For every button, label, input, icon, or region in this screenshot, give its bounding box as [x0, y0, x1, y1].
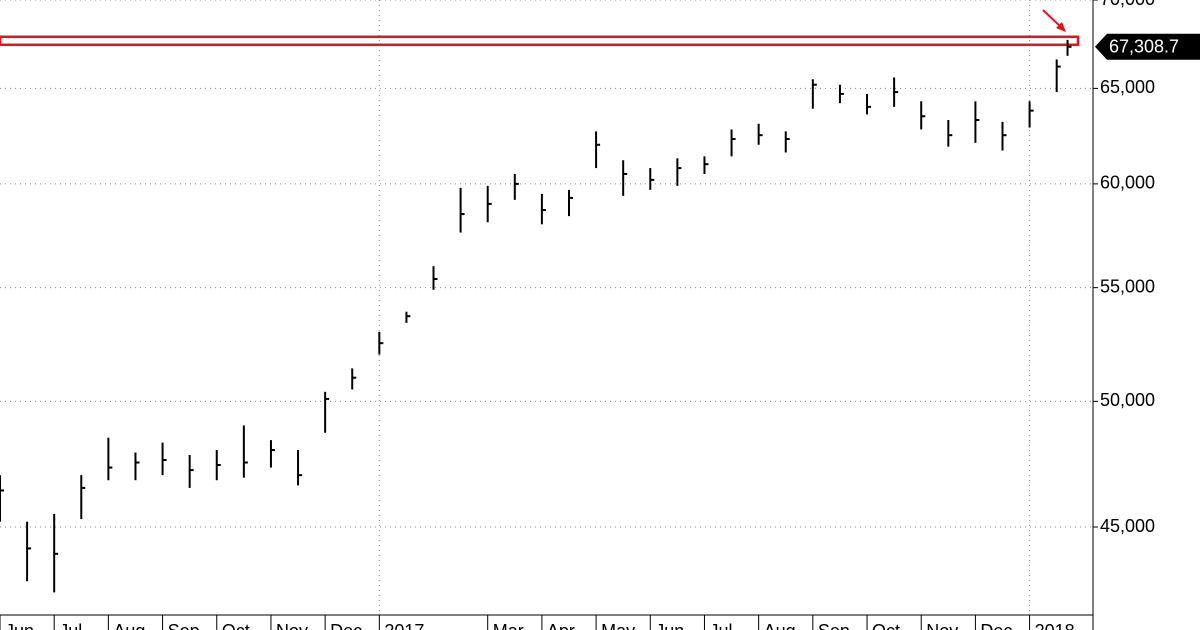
y-tick-label: 45,000 — [1100, 516, 1155, 536]
x-tick-label: Aug — [113, 621, 145, 630]
x-tick-label: Apr — [547, 621, 575, 630]
x-tick-label: Oct — [872, 621, 900, 630]
y-tick-label: 50,000 — [1100, 390, 1155, 410]
y-tick-label: 55,000 — [1100, 276, 1155, 296]
x-tick-label: Dec — [330, 621, 362, 630]
x-tick-label: Sep — [818, 621, 850, 630]
price-callout — [1095, 33, 1200, 60]
y-tick-label: 70,000 — [1100, 0, 1155, 9]
arrow-head — [1056, 22, 1066, 32]
x-tick-label: Jun — [655, 621, 684, 630]
x-tick-label: Aug — [764, 621, 796, 630]
y-tick-label: 60,000 — [1100, 173, 1155, 193]
x-tick-label: Nov — [926, 621, 958, 630]
x-tick-label: Sep — [168, 621, 200, 630]
last-price-label: 67,308.7 — [1109, 37, 1179, 57]
x-tick-label: Oct — [222, 621, 250, 630]
x-tick-label: 2018 — [1035, 621, 1075, 630]
x-tick-label: Dec — [980, 621, 1012, 630]
y-tick-label: 65,000 — [1100, 77, 1155, 97]
x-tick-label: Nov — [276, 621, 308, 630]
x-tick-label: Jul — [709, 621, 732, 630]
x-tick-label: Jun — [5, 621, 34, 630]
x-tick-label: Mar — [493, 621, 524, 630]
x-tick-label: Jul — [59, 621, 82, 630]
arrow — [1042, 9, 1063, 29]
x-tick-label: 2017 — [384, 621, 424, 630]
price-highlight — [0, 35, 1080, 47]
x-tick-label: May — [601, 621, 635, 630]
